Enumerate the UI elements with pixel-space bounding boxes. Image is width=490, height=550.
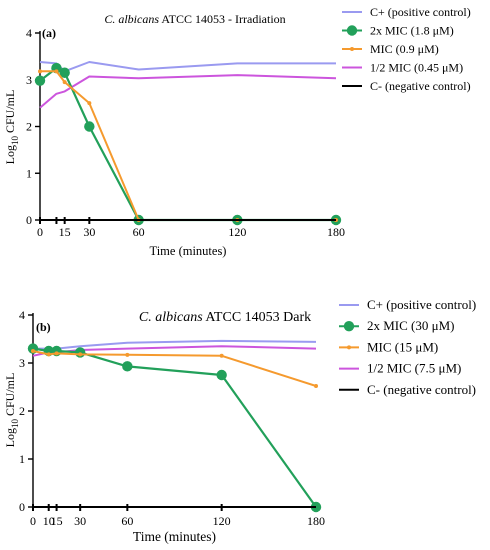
series-line-2 [40,70,336,221]
x-tick-label: 60 [121,514,133,528]
data-point [54,351,59,356]
x-tick-label: 30 [83,225,95,239]
chart-title: C. albicans ATCC 14053 - Irradiation [104,12,285,26]
x-tick-label: 180 [327,225,345,239]
y-tick-label: 1 [19,452,25,466]
data-point [216,369,227,381]
series-line-3 [39,74,337,109]
y-tick-label: 3 [26,73,32,87]
x-tick-label: 30 [74,514,86,528]
panel-label: (a) [42,26,56,40]
y-axis-label-rest: CFU/mL [3,373,17,419]
legend-label: MIC (15 μM) [367,339,438,354]
y-tick-label: 3 [19,356,25,370]
y-tick-label: 4 [26,26,32,40]
data-point [219,353,224,358]
x-tick-label: 15 [51,514,63,528]
panel-label: (b) [36,320,51,334]
legend-label: C- (negative control) [367,382,476,397]
y-axis-label: Log10 CFU/mL [3,90,20,165]
y-axis-label-rest: CFU/mL [3,90,17,136]
legend-label: C+ (positive control) [367,297,476,312]
x-axis-label: Time (minutes) [133,529,216,544]
series-line-2 [32,350,317,387]
y-tick-label: 4 [19,308,25,322]
data-point [78,352,83,357]
y-tick-label: 1 [26,166,32,180]
data-point [38,69,42,74]
data-point [87,101,92,106]
y-axis-label: Log10 CFU/mL [3,373,20,448]
x-axis-label: Time (minutes) [150,244,227,258]
legend-label: 2x MIC (30 μM) [367,318,455,333]
data-point [122,361,133,372]
y-axis-label-sub: 10 [10,419,20,429]
legend-marker [350,47,354,51]
y-axis-label-sub: 10 [10,136,20,146]
y-tick-label: 0 [19,500,25,514]
chart-title-rest: ATCC 14053 - Irradiation [159,12,286,26]
series-line-0 [39,61,336,73]
chart-title-species: C. albicans [104,12,159,26]
x-tick-label: 120 [213,514,231,528]
legend-label: C+ (positive control) [370,5,471,19]
chart-title: C. albicans ATCC 14053 Dark [139,310,311,325]
chart-title-rest: ATCC 14053 Dark [203,310,312,325]
y-axis-label-main: Log [3,428,17,447]
chart-title-species: C. albicans [139,310,203,325]
data-point [34,75,46,86]
data-point [84,121,95,132]
x-tick-label: 180 [307,514,325,528]
legend-label: 1/2 MIC (7.5 μM) [367,361,461,376]
legend-label: MIC (0.9 μM) [370,42,439,56]
legend-marker [346,25,358,36]
data-point [125,352,130,357]
chart-panel-a: C. albicans ATCC 14053 - Irradiation (a) 0… [3,5,471,258]
y-tick-label: 2 [26,120,32,134]
x-tick-label: 60 [133,225,145,239]
x-tick-label: 0 [30,514,36,528]
y-tick-label: 2 [19,404,25,418]
y-tick-label: 0 [26,213,32,227]
x-tick-label: 120 [228,225,246,239]
legend-label: C- (negative control) [370,79,471,93]
x-tick-label: 0 [37,225,43,239]
x-tick-label: 15 [59,225,71,239]
legend-marker [343,321,355,332]
data-point [46,352,51,357]
x-tick-label: 10 [43,514,55,528]
data-point [54,69,59,74]
data-point [59,67,70,78]
series-line-1 [39,66,336,222]
data-point [62,80,67,85]
data-point [314,384,318,389]
y-axis-label-main: Log [3,145,17,164]
data-point [31,349,35,353]
legend-label: 2x MIC (1.8 μM) [370,24,454,38]
legend-marker [347,345,351,350]
legend-label: 1/2 MIC (0.45 μM) [370,61,463,75]
